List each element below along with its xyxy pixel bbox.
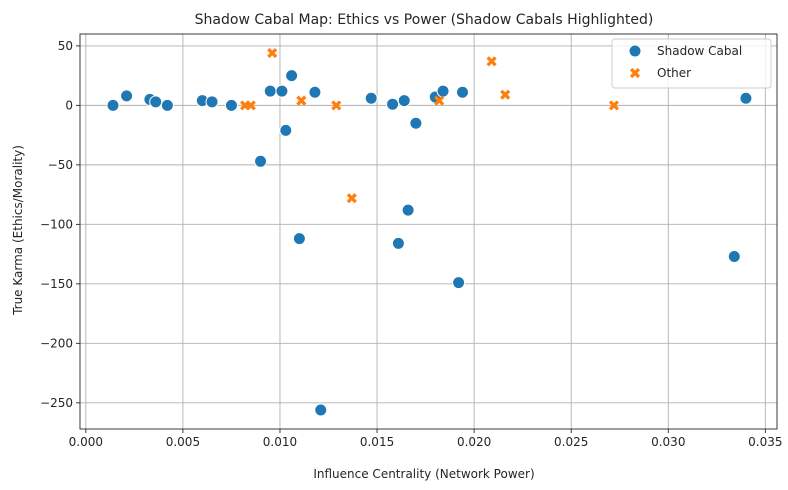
data-points [106, 47, 753, 417]
shadow-cabal-point [263, 84, 277, 98]
shadow-cabal-point [275, 84, 289, 98]
shadow-cabal-point [401, 203, 415, 217]
shadow-cabal-point [739, 91, 753, 105]
legend-box [611, 38, 772, 89]
shadow-cabal-point [120, 89, 134, 103]
shadow-cabal-point [436, 84, 450, 98]
x-axis-label: Influence Centrality (Network Power) [313, 467, 534, 481]
shadow-cabal-point [285, 69, 299, 83]
x-tick-label: 0.020 [457, 435, 491, 449]
shadow-cabal-point [106, 98, 120, 112]
shadow-cabal-point [149, 95, 163, 109]
shadow-cabal-point [254, 154, 268, 168]
y-tick-label: 50 [58, 39, 73, 53]
shadow-cabal-point [409, 116, 423, 130]
y-tick-label: −50 [48, 158, 73, 172]
shadow-cabal-point [160, 98, 174, 112]
other-point [346, 193, 357, 204]
grid [80, 34, 777, 429]
other-point [434, 95, 445, 106]
axis-ticks: 0.000 0.005 0.010 0.015 0.020 0.025 0.030 0.035… [40, 39, 782, 449]
shadow-cabal-point [391, 236, 405, 250]
other-point [500, 89, 511, 100]
shadow-cabal-point [452, 276, 466, 290]
legend: Shadow Cabal Other [611, 38, 772, 89]
shadow-cabal-point [314, 403, 328, 417]
shadow-cabal-point [292, 232, 306, 246]
x-tick-label: 0.030 [651, 435, 685, 449]
shadow-cabal-point [397, 94, 411, 108]
y-tick-label: −100 [40, 217, 73, 231]
y-axis-label: True Karma (Ethics/Morality) [11, 145, 25, 316]
x-tick-label: 0.005 [166, 435, 200, 449]
legend-marker-shadow-cabal [628, 44, 642, 58]
shadow-cabal-point [205, 95, 219, 109]
x-tick-label: 0.035 [748, 435, 782, 449]
legend-label-shadow-cabal: Shadow Cabal [657, 44, 742, 58]
shadow-cabal-point [364, 91, 378, 105]
y-tick-label: 0 [65, 98, 73, 112]
shadow-cabal-point [727, 249, 741, 263]
other-point [245, 100, 256, 111]
y-tick-label: −200 [40, 336, 73, 350]
other-point [331, 100, 342, 111]
shadow-cabal-point [455, 85, 469, 99]
other-point [608, 100, 619, 111]
plot-area-frame [79, 33, 778, 430]
other-point [267, 47, 278, 59]
shadow-cabal-point [279, 123, 293, 137]
y-tick-label: −250 [40, 396, 73, 410]
x-tick-label: 0.010 [263, 435, 297, 449]
chart-title: Shadow Cabal Map: Ethics vs Power (Shado… [195, 12, 654, 28]
shadow-cabal-point [308, 85, 322, 99]
shadow-cabal-point [224, 98, 238, 112]
legend-label-other: Other [657, 66, 691, 80]
other-point [296, 95, 307, 106]
x-tick-label: 0.000 [69, 435, 103, 449]
x-tick-label: 0.015 [360, 435, 394, 449]
shadow-cabal-point [386, 97, 400, 111]
y-tick-label: −150 [40, 277, 73, 291]
legend-marker-other [629, 67, 641, 79]
x-tick-label: 0.025 [554, 435, 588, 449]
other-point [486, 56, 497, 67]
